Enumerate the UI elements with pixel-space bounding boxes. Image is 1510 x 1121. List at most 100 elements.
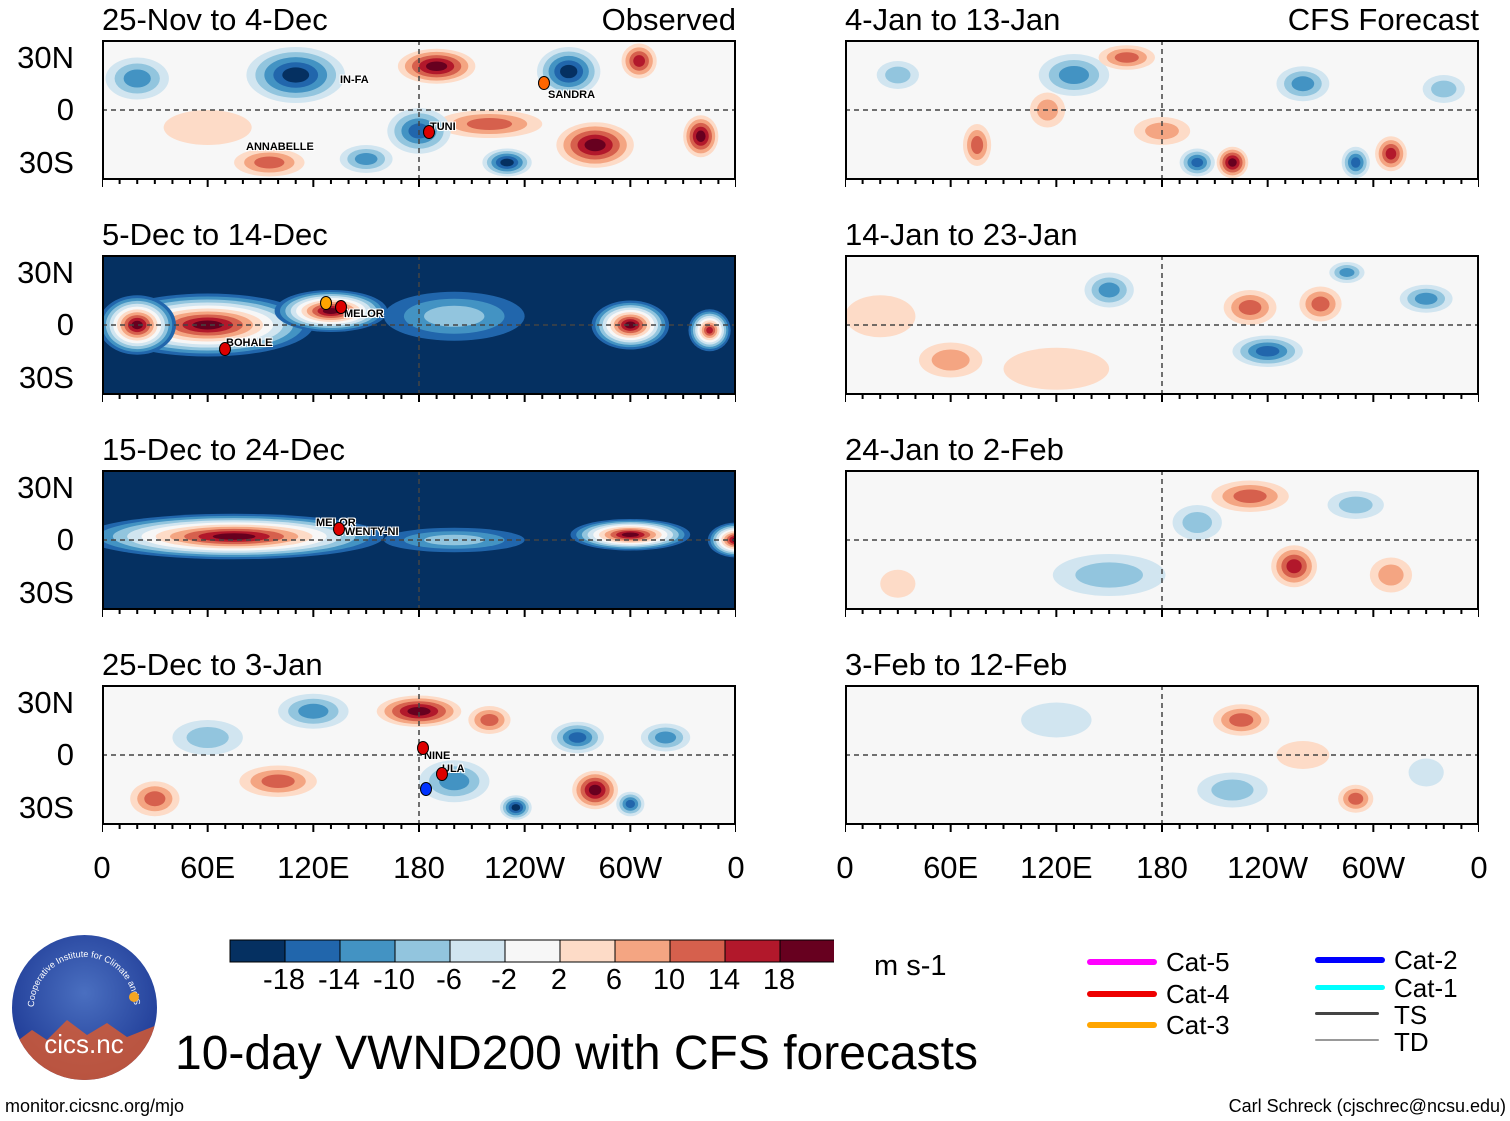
lon-label: 180	[1136, 850, 1188, 885]
lat-label: 30N	[17, 254, 74, 290]
panel-frame	[845, 255, 1479, 395]
anomaly-contour	[633, 55, 646, 67]
panel-title: 5-Dec to 14-Dec	[102, 217, 328, 252]
anomaly-contour	[1431, 80, 1457, 98]
lat-label: 0	[56, 307, 74, 342]
anomaly-contour	[254, 156, 285, 169]
colorbar-label: -14	[318, 964, 360, 996]
lat-label: 30N	[17, 39, 74, 75]
legend-swatch	[1315, 1012, 1379, 1015]
anomaly-contour	[654, 731, 677, 744]
lon-label: 60W	[598, 850, 663, 885]
storm-label: NINE	[424, 750, 451, 762]
lon-label: 0	[836, 850, 854, 885]
anomaly-contour	[354, 153, 378, 165]
legend-swatch	[1315, 985, 1385, 990]
lon-label: 60E	[923, 850, 979, 885]
map-panel-right-1	[845, 40, 1479, 187]
panel-frame	[102, 470, 736, 610]
anomaly-contour	[466, 118, 513, 130]
map-panel-right-2	[845, 255, 1479, 402]
legend-swatch	[1087, 1022, 1157, 1028]
storm-label: SANDRA	[548, 89, 596, 101]
panel-frame	[845, 40, 1479, 180]
anomaly-contour	[1075, 562, 1143, 588]
colorbar-label: 18	[762, 964, 796, 996]
colorbar-swatch	[229, 939, 286, 963]
colorbar-label: 10	[652, 964, 686, 996]
lon-label: 120E	[277, 850, 350, 885]
lat-label: 30S	[18, 144, 74, 180]
storm-track-marker	[436, 767, 448, 781]
lon-label: 180	[393, 850, 445, 885]
anomaly-contour	[1351, 157, 1361, 168]
anomaly-contour	[1058, 66, 1090, 84]
storm-track-marker	[417, 741, 429, 755]
anomaly-contour	[880, 569, 916, 598]
lon-label: 0	[93, 850, 111, 885]
panel-title: 24-Jan to 2-Feb	[845, 432, 1064, 467]
footer-url[interactable]: monitor.cicsnc.org/mjo	[5, 1096, 185, 1116]
anomaly-contour	[192, 320, 223, 330]
lat-label: 30S	[18, 789, 74, 825]
anomaly-contour	[123, 69, 151, 88]
storm-label: TUNI	[430, 121, 456, 133]
anomaly-contour	[407, 706, 431, 716]
lon-label: 0	[1470, 850, 1488, 885]
storm-track-marker	[335, 300, 347, 314]
colorbar-label: -18	[263, 964, 305, 996]
anomaly-contour	[1098, 282, 1120, 298]
anomaly-contour	[212, 533, 256, 540]
anomaly-contour	[1286, 559, 1302, 574]
anomaly-contour	[426, 61, 448, 72]
legend-swatch	[1315, 1039, 1379, 1041]
anomaly-contour	[1276, 741, 1330, 769]
colorbar-label: 14	[707, 964, 741, 996]
lat-label: 30N	[17, 684, 74, 720]
storm-label: TWENTY-NI	[338, 526, 399, 538]
anomaly-contour	[1414, 292, 1438, 305]
map-panel-left-1	[102, 40, 736, 187]
colorbar-label: -2	[491, 964, 517, 996]
storm-label: BOHALE	[226, 337, 273, 349]
anomaly-contour	[298, 703, 329, 719]
anomaly-contour	[1291, 76, 1315, 92]
colorbar-label: 6	[605, 964, 623, 996]
anomaly-contour	[1021, 702, 1092, 738]
lat-label: 30S	[18, 574, 74, 610]
storm-label: IN-FA	[340, 74, 369, 86]
colorbar-label: -10	[373, 964, 415, 996]
anomaly-contour	[1311, 296, 1330, 312]
anomaly-contour	[1385, 147, 1397, 160]
logo: Cooperative Institute for Climate and Sa…	[12, 935, 157, 1080]
anomaly-contour	[1238, 300, 1262, 315]
anomaly-contour	[1338, 496, 1373, 514]
anomaly-contour	[931, 349, 970, 371]
storm-track-marker	[420, 782, 432, 796]
colorbar-label: -6	[436, 964, 462, 996]
legend-swatch	[1315, 957, 1385, 963]
lon-label: 120E	[1020, 850, 1093, 885]
lat-label: 30S	[18, 359, 74, 395]
storm-label: ANNABELLE	[246, 141, 314, 153]
anomaly-contour	[480, 714, 499, 726]
colorbar-units: m s-1	[874, 950, 947, 982]
panel-frame	[845, 685, 1479, 825]
panel-tag: CFS Forecast	[1287, 2, 1479, 37]
anomaly-contour	[1182, 512, 1213, 533]
colorbar-swatch	[724, 939, 781, 963]
colorbar-swatch	[394, 939, 451, 963]
panel-title: 25-Dec to 3-Jan	[102, 647, 323, 682]
anomaly-contour	[1408, 758, 1444, 787]
map-panel-left-2	[102, 255, 736, 402]
panel-frame	[102, 685, 736, 825]
map-panel-right-4	[845, 685, 1479, 832]
colorbar-swatch	[284, 939, 341, 963]
lat-label: 0	[56, 522, 74, 557]
anomaly-contour	[588, 784, 602, 796]
anomaly-contour	[1003, 347, 1110, 390]
storm-track-marker	[333, 522, 345, 536]
storm-track-marker	[320, 296, 332, 310]
anomaly-contour	[695, 130, 706, 142]
